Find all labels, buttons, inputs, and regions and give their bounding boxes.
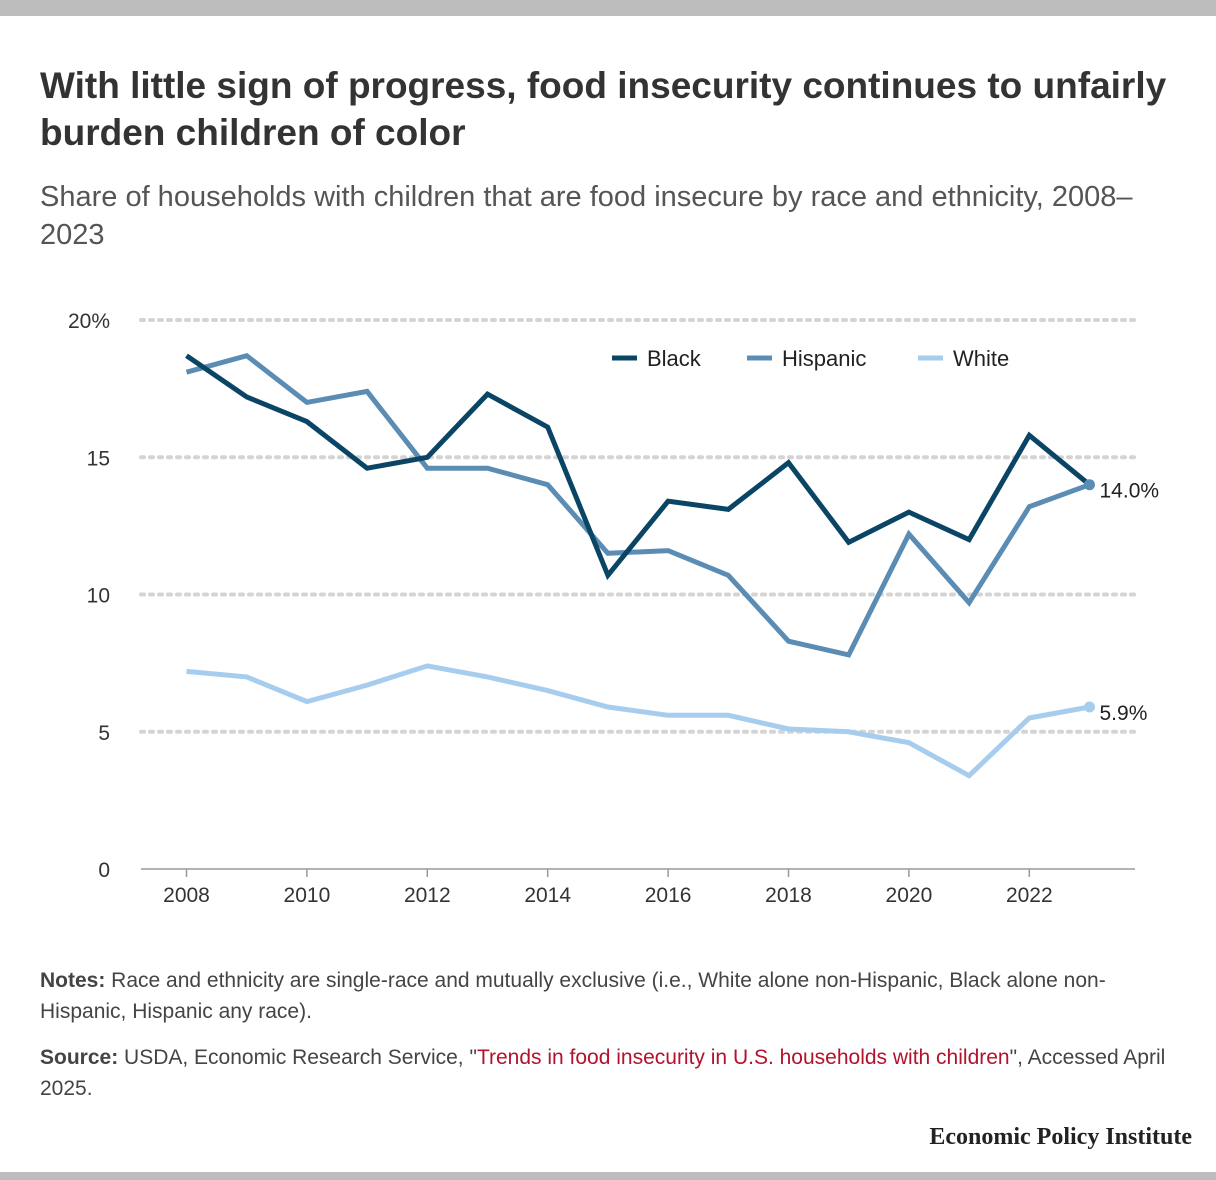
top-border (0, 0, 1216, 16)
x-axis: 2008 2010 2012 2014 2016 2018 2020 2022 (163, 869, 1053, 907)
notes-label: Notes: (40, 969, 106, 992)
source-text-before: USDA, Economic Research Service, " (118, 1046, 477, 1069)
end-label-white: 5.9% (1100, 702, 1148, 725)
y-tick-label: 0 (98, 859, 110, 882)
end-labels: 14.0% 5.9% (1084, 479, 1159, 725)
x-tick-label: 2010 (284, 884, 331, 907)
legend-label-hispanic: Hispanic (782, 346, 866, 371)
series-line-white (186, 663, 1090, 779)
y-axis: 0 5 10 15 20% (68, 310, 110, 882)
series-line-hispanic (185, 352, 1091, 658)
source-link[interactable]: Trends in food insecurity in U.S. househ… (476, 1046, 1010, 1069)
end-label-hispanic: 14.0% (1100, 480, 1160, 503)
legend-label-black: Black (647, 346, 702, 371)
series-lines (185, 352, 1092, 779)
y-tick-label: 15 (87, 447, 110, 470)
chart-title: With little sign of progress, food insec… (40, 65, 1167, 153)
source: Source: USDA, Economic Research Service,… (40, 1042, 1180, 1104)
y-tick-label: 5 (98, 722, 110, 745)
source-label: Source: (40, 1046, 119, 1069)
source-text-after: ", Accessed April 2025. (40, 1046, 1166, 1100)
notes-text: Race and ethnicity are single-race and m… (40, 969, 1106, 1023)
x-tick-label: 2018 (765, 884, 812, 907)
notes: Notes: Race and ethnicity are single-rac… (40, 965, 1180, 1027)
x-tick-label: 2008 (163, 884, 210, 907)
series-line-black (185, 353, 1092, 581)
x-tick-label: 2012 (404, 884, 451, 907)
x-tick-label: 2020 (886, 884, 933, 907)
end-marker-hispanic (1084, 479, 1095, 491)
legend: Black Hispanic White (612, 346, 1009, 371)
chart-subtitle: Share of households with children that a… (40, 181, 1133, 251)
x-tick-label: 2022 (1006, 884, 1053, 907)
x-tick-label: 2016 (645, 884, 692, 907)
gridlines (139, 318, 1137, 870)
legend-label-white: White (953, 346, 1009, 371)
x-tick-label: 2014 (524, 884, 571, 907)
y-tick-label: 10 (87, 585, 110, 608)
end-marker-white (1084, 701, 1095, 713)
bottom-border (0, 1172, 1216, 1180)
brand-logo-text: Economic Policy Institute (929, 1124, 1192, 1150)
y-tick-label: 20% (68, 310, 110, 333)
